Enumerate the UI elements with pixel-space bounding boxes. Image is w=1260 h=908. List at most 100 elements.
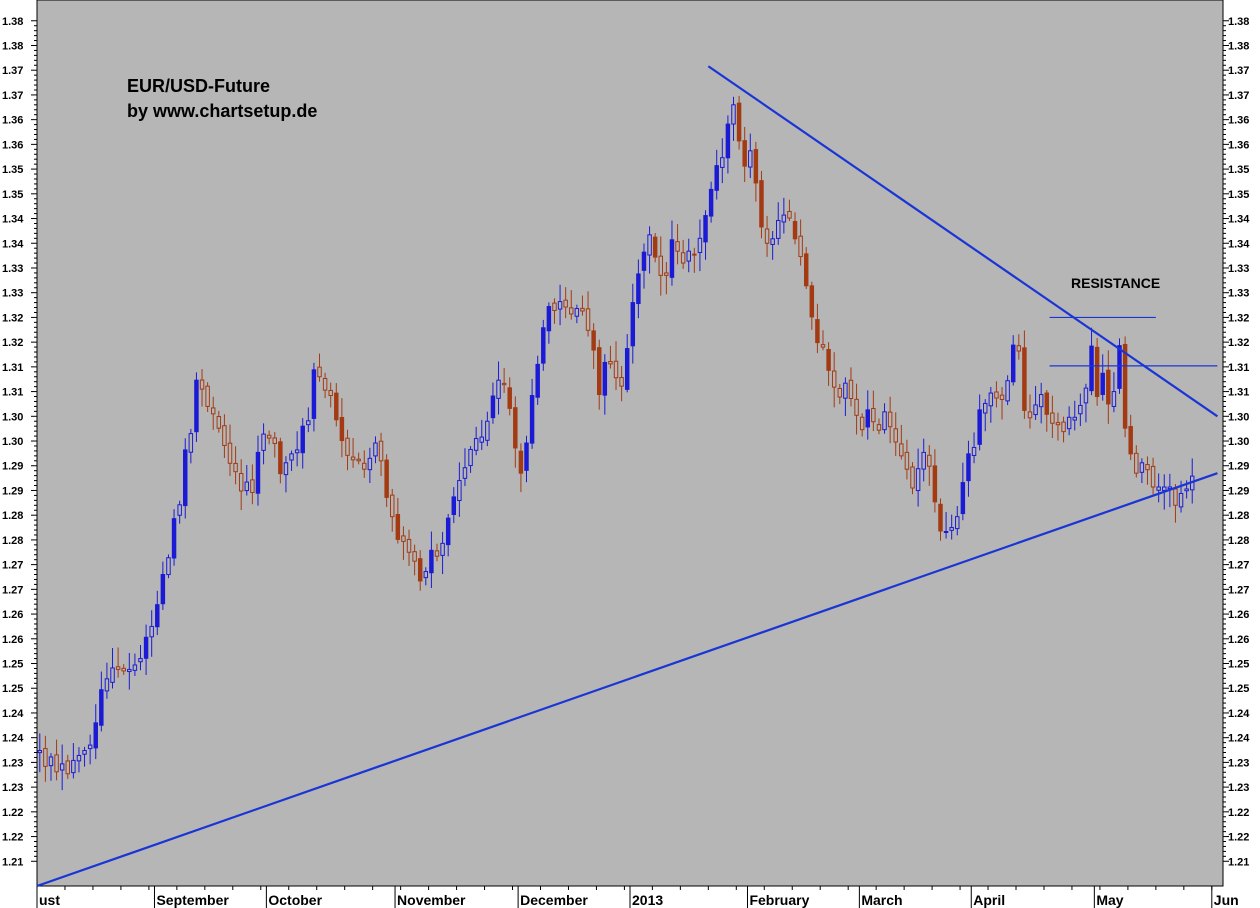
candle-body xyxy=(177,504,182,516)
candle-body xyxy=(585,308,591,331)
chart-title: EUR/USD-Future xyxy=(127,76,270,96)
right-y-tick-label: 1.35 xyxy=(1228,189,1249,201)
month-label: 2013 xyxy=(632,892,663,908)
candles-group xyxy=(37,95,1195,791)
candle-body xyxy=(943,531,949,534)
candle-body xyxy=(306,420,311,426)
resistance-annotation: RESISTANCE xyxy=(1071,275,1160,291)
candle-body xyxy=(199,379,205,390)
candle-body xyxy=(496,379,501,399)
month-axis: ust September October November December 2013 F… xyxy=(36,886,1239,908)
right-y-tick-label: 1.33 xyxy=(1228,263,1249,275)
month-label: March xyxy=(861,892,902,908)
plot-area xyxy=(36,0,1224,887)
right-y-tick-label: 1.22 xyxy=(1228,832,1249,844)
candle-body xyxy=(899,443,904,457)
candle-body xyxy=(339,416,345,442)
candle-body xyxy=(960,482,966,515)
candle-body xyxy=(384,459,389,498)
right-y-tick-label: 1.26 xyxy=(1228,634,1249,646)
left-y-tick-label: 1.34 xyxy=(2,238,24,250)
candle-body xyxy=(1016,345,1022,352)
candle-body xyxy=(334,392,339,421)
candle-body xyxy=(250,479,255,493)
candle-body xyxy=(680,252,686,264)
left-y-tick-label: 1.21 xyxy=(2,856,23,868)
candle-body xyxy=(227,442,233,464)
right-y-tick-label: 1.32 xyxy=(1228,337,1249,349)
candle-body xyxy=(278,441,283,475)
candle-body xyxy=(1066,416,1072,430)
candle-body xyxy=(205,385,210,407)
candle-body xyxy=(966,453,971,482)
candle-body xyxy=(915,468,921,492)
candle-body xyxy=(753,149,759,184)
right-y-tick-label: 1.34 xyxy=(1228,214,1250,226)
candle-body xyxy=(1162,486,1167,491)
candle-body xyxy=(71,759,76,774)
candle-body xyxy=(345,437,350,456)
candle-body xyxy=(138,658,143,663)
candle-body xyxy=(725,123,731,159)
candle-body xyxy=(669,239,675,278)
candle-body xyxy=(904,451,910,470)
candle-body xyxy=(311,369,317,419)
candle-body xyxy=(994,391,999,399)
candle-body xyxy=(110,667,115,683)
trendlines-group xyxy=(36,65,1219,888)
candle-body xyxy=(1111,391,1117,407)
candle-body xyxy=(848,379,854,400)
right-y-tick-label: 1.25 xyxy=(1228,683,1249,695)
candle-body xyxy=(1061,421,1066,433)
right-y-tick-label: 1.25 xyxy=(1228,659,1249,671)
candle-body xyxy=(574,308,580,317)
right-y-tick-label: 1.22 xyxy=(1228,807,1249,819)
candle-body xyxy=(395,513,401,540)
candle-body xyxy=(641,251,647,271)
right-y-tick-label: 1.24 xyxy=(1228,708,1250,720)
candle-body xyxy=(932,465,938,503)
left-y-tick-label: 1.38 xyxy=(2,40,23,52)
candle-body xyxy=(893,428,898,443)
candle-body xyxy=(876,424,882,431)
candle-body xyxy=(949,527,954,531)
candle-body xyxy=(524,442,529,471)
left-y-tick-label: 1.34 xyxy=(2,214,24,226)
left-y-tick-label: 1.26 xyxy=(2,609,23,621)
candle-body xyxy=(266,434,272,439)
candle-body xyxy=(183,449,188,507)
candle-body xyxy=(815,319,820,344)
candle-body xyxy=(451,496,457,516)
candle-body xyxy=(859,416,865,431)
candle-body xyxy=(596,347,602,396)
candle-body xyxy=(238,473,244,492)
candle-body xyxy=(222,425,227,446)
candle-body xyxy=(591,330,596,351)
candle-body xyxy=(865,409,870,428)
candle-body xyxy=(518,450,524,474)
candle-body xyxy=(1072,416,1077,421)
candle-body xyxy=(59,763,65,771)
candle-body xyxy=(1078,404,1083,415)
candle-body xyxy=(417,558,423,582)
candle-body xyxy=(820,344,826,348)
candle-body xyxy=(1050,412,1055,424)
candle-body xyxy=(233,462,238,473)
left-y-tick-label: 1.37 xyxy=(2,90,23,102)
candle-body xyxy=(703,215,708,243)
right-y-tick-label: 1.24 xyxy=(1228,733,1250,745)
left-y-tick-label: 1.37 xyxy=(2,65,23,77)
left-y-tick-label: 1.36 xyxy=(2,139,23,151)
candle-body xyxy=(748,150,753,168)
candle-body xyxy=(216,416,222,429)
trendline-descending xyxy=(707,65,1219,418)
candle-body xyxy=(1100,372,1105,395)
right-y-tick-label: 1.29 xyxy=(1228,461,1249,473)
candle-body xyxy=(244,481,250,492)
left-y-tick-label: 1.36 xyxy=(2,115,23,127)
candle-body xyxy=(401,535,406,542)
candle-body xyxy=(999,394,1005,400)
candle-body xyxy=(294,449,300,454)
right-y-tick-label: 1.29 xyxy=(1228,485,1249,497)
